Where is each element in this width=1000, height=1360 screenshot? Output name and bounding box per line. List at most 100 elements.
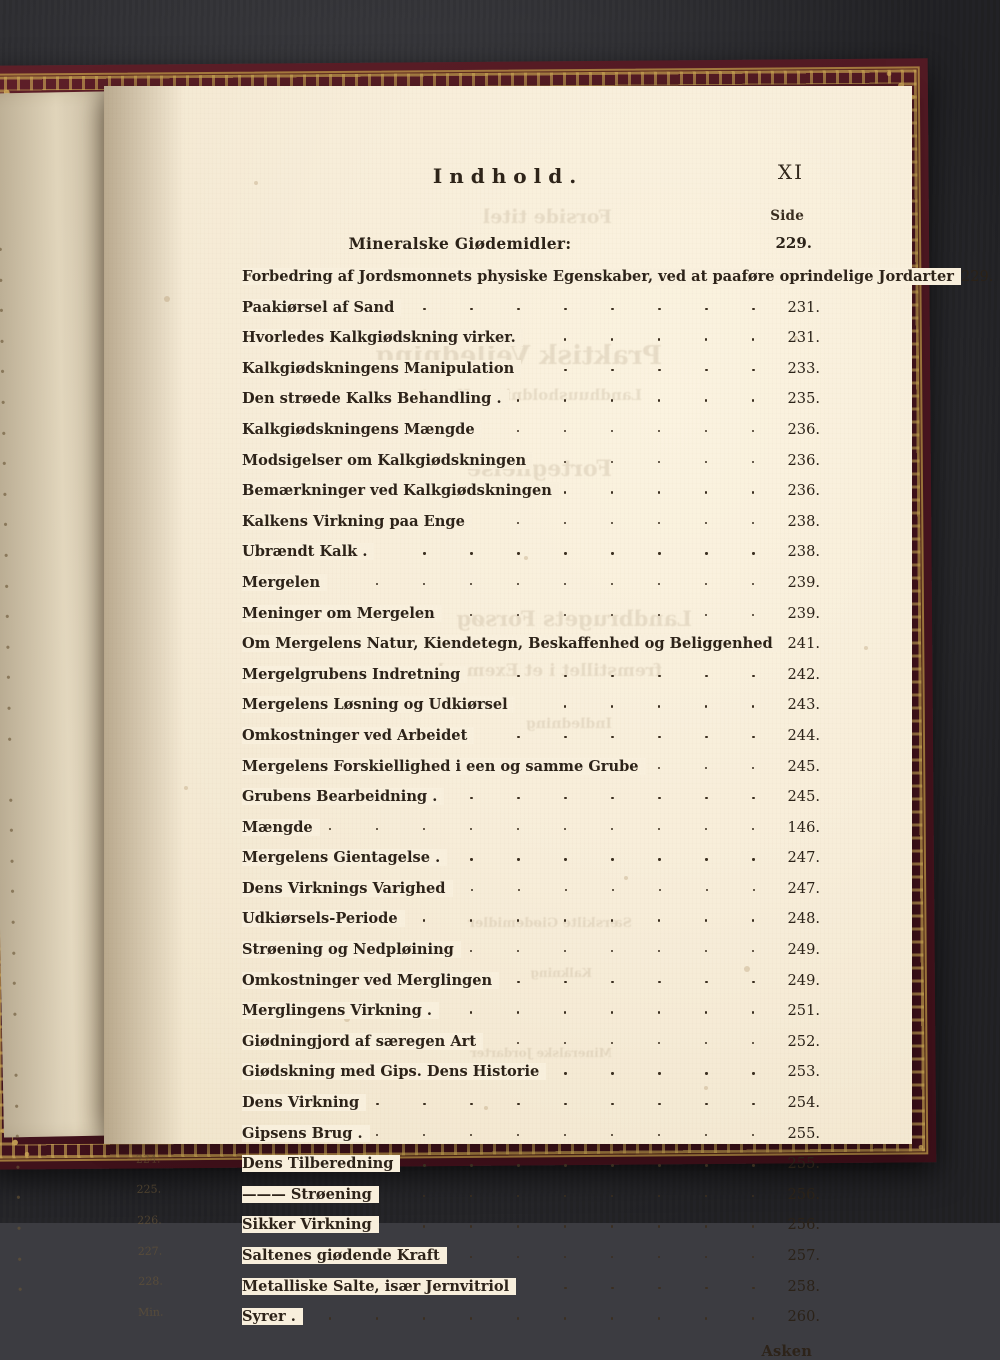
toc-entry-label: Mergelgrubens Indretning — [242, 665, 468, 683]
toc-row: Merglingens Virkning . 251. — [242, 1002, 820, 1033]
toc-entry-page-number: 260. — [787, 1308, 821, 1326]
toc-entry-page-number: 253. — [787, 1063, 821, 1081]
section-heading-row: Mineralske Giødemidler: 229. — [104, 234, 912, 260]
toc-row: Om Mergelens Natur, Kiendetegn, Beskaffe… — [242, 635, 820, 666]
toc-leader-dots — [521, 368, 758, 372]
toc-entry-label: Den strøede Kalks Behandling . — [242, 390, 509, 408]
toc-entry-page-number: 245. — [787, 788, 821, 806]
toc-leader-dots — [379, 1225, 758, 1228]
toc-leader-dots — [379, 1194, 758, 1198]
toc-entry-label: Mergelens Gientagelse . — [242, 849, 448, 867]
toc-entry-label: Mængde — [242, 818, 320, 836]
toc-entry-page-number: 231. — [787, 298, 821, 316]
toc-leader-dots — [370, 1133, 758, 1137]
toc-entry-label: Dens Virkning — [242, 1094, 367, 1112]
toc-entry-page-number: 238. — [787, 512, 821, 530]
verso-page-number: 226. • — [15, 1213, 162, 1236]
table-of-contents: Forbedring af Jordsmonnets physiske Egen… — [242, 268, 993, 1339]
toc-entry-page-number: 247. — [787, 879, 821, 897]
verso-page-number: 227. • — [16, 1244, 163, 1266]
toc-row: Mergelen 239. — [242, 573, 821, 605]
toc-entry-label: Modsigelser om Kalkgiødskningen — [242, 451, 534, 469]
toc-entry-page-number: 239. — [787, 573, 821, 591]
toc-entry-page-number: 236. — [787, 420, 821, 438]
toc-row: ——— Strøening 256. — [242, 1185, 820, 1217]
toc-entry-page-number: 233. — [787, 359, 821, 377]
toc-entry-page-number: 146. — [787, 818, 821, 836]
toc-leader-dots — [472, 521, 758, 525]
toc-leader-dots — [467, 674, 758, 678]
toc-leader-dots — [444, 797, 758, 800]
toc-row: Omkostninger ved Arbeidet 244. — [242, 726, 821, 758]
recto-page: Forside titel Praktisk Veiledning Landhuus… — [104, 86, 993, 1360]
toc-entry-label: Gipsens Brug . — [242, 1124, 370, 1142]
toc-entry-label: Paakiørsel af Sand — [242, 298, 402, 316]
toc-entry-label: Hvorledes Kalkgiødskning virker. — [242, 329, 523, 347]
section-page-number: 229. — [775, 234, 812, 252]
toc-row: Mergelens Gientagelse . 247. — [242, 849, 820, 880]
toc-entry-page-number: 245. — [787, 757, 821, 775]
toc-entry-label: Omkostninger ved Merglingen — [242, 971, 500, 989]
toc-row: Gipsens Brug . 255. — [242, 1124, 821, 1156]
toc-entry-page-number: 239. — [787, 604, 821, 622]
toc-row: Mergelgrubens Indretning 242. — [242, 665, 820, 697]
toc-row: Dens Tilberedning 255. — [242, 1155, 820, 1186]
toc-entry-label: Grubens Bearbeidning . — [242, 788, 445, 806]
toc-leader-dots — [453, 888, 759, 892]
toc-entry-label: Giødskning med Gips. Dens Historie — [242, 1063, 547, 1081]
toc-entry-page-number: 244. — [787, 726, 821, 744]
toc-entry-page-number: 256. — [787, 1216, 821, 1234]
toc-leader-dots — [320, 827, 758, 831]
toc-entry-page-number: 249. — [787, 941, 821, 959]
toc-entry-label: Strøening og Nedpløining — [242, 941, 461, 959]
toc-entry-label: Kalkgiødskningens Manipulation — [242, 359, 522, 377]
toc-leader-dots — [499, 980, 758, 984]
toc-entry-page-number: 247. — [787, 849, 821, 867]
toc-leader-dots — [516, 1286, 758, 1289]
toc-entry-label: Mergelens Løsning og Udkiørsel — [242, 696, 515, 714]
toc-entry-label: Syrer . — [242, 1308, 303, 1326]
toc-entry-label: Udkiørsels-Periode — [242, 910, 405, 928]
toc-entry-label: Omkostninger ved Arbeidet — [242, 726, 475, 744]
toc-leader-dots — [546, 1072, 758, 1075]
toc-row: Giødskning med Gips. Dens Historie 253. — [242, 1063, 820, 1094]
toc-entry-page-number: 248. — [787, 910, 821, 928]
toc-entry-page-number: 243. — [787, 696, 821, 714]
toc-row: Mergelens Forskiellighed i een og samme … — [242, 757, 821, 789]
toc-entry-page-number: 229. — [960, 268, 994, 285]
verso-page-number: 228. • — [16, 1274, 163, 1297]
toc-entry-page-number: 255. — [787, 1124, 821, 1142]
toc-entry-page-number: 238. — [787, 543, 821, 561]
toc-entry-page-number: 257. — [787, 1247, 821, 1264]
page-header: Indhold. — [104, 164, 912, 198]
toc-entry-page-number: 236. — [787, 482, 821, 500]
toc-row: Modsigelser om Kalkgiødskningen 236. — [242, 451, 820, 483]
toc-row: Den strøede Kalks Behandling . 235. — [242, 390, 820, 421]
toc-row: Mængde 146. — [242, 818, 821, 850]
toc-entry-page-number: 255. — [787, 1155, 821, 1173]
toc-entry-page-number: 252. — [787, 1032, 821, 1050]
toc-row: Strøening og Nedpløining 249. — [242, 941, 820, 972]
toc-entry-page-number: 251. — [787, 1002, 821, 1020]
toc-row: Grubens Bearbeidning . 245. — [242, 788, 820, 819]
toc-row: Kalkgiødskningens Mængde 236. — [242, 420, 821, 452]
paper-foxing-speck — [864, 646, 868, 650]
toc-entry-label: Kalkgiødskningens Mængde — [242, 420, 482, 438]
toc-leader-dots — [447, 1256, 758, 1259]
toc-leader-dots — [509, 399, 758, 402]
toc-row: Ubrændt Kalk . 238. — [242, 543, 820, 574]
toc-row: Kalkens Virkning paa Enge 238. — [242, 512, 821, 544]
toc-leader-dots — [405, 919, 758, 922]
verso-page-number: 224. • — [14, 1152, 161, 1175]
toc-row: Omkostninger ved Merglingen 249. — [242, 971, 820, 1003]
toc-row: Syrer . 260. — [242, 1308, 820, 1339]
toc-leader-dots — [474, 735, 758, 739]
toc-leader-dots — [523, 338, 758, 341]
toc-entry-label: Sikker Virkning — [242, 1216, 379, 1234]
toc-entry-label: Mergelens Forskiellighed i een og samme … — [242, 757, 646, 775]
toc-entry-label: Mergelen — [242, 573, 328, 591]
toc-leader-dots — [303, 1317, 758, 1320]
toc-leader-dots — [327, 582, 758, 586]
toc-row: Sikker Virkning 256. — [242, 1216, 820, 1247]
toc-leader-dots — [483, 1041, 758, 1045]
